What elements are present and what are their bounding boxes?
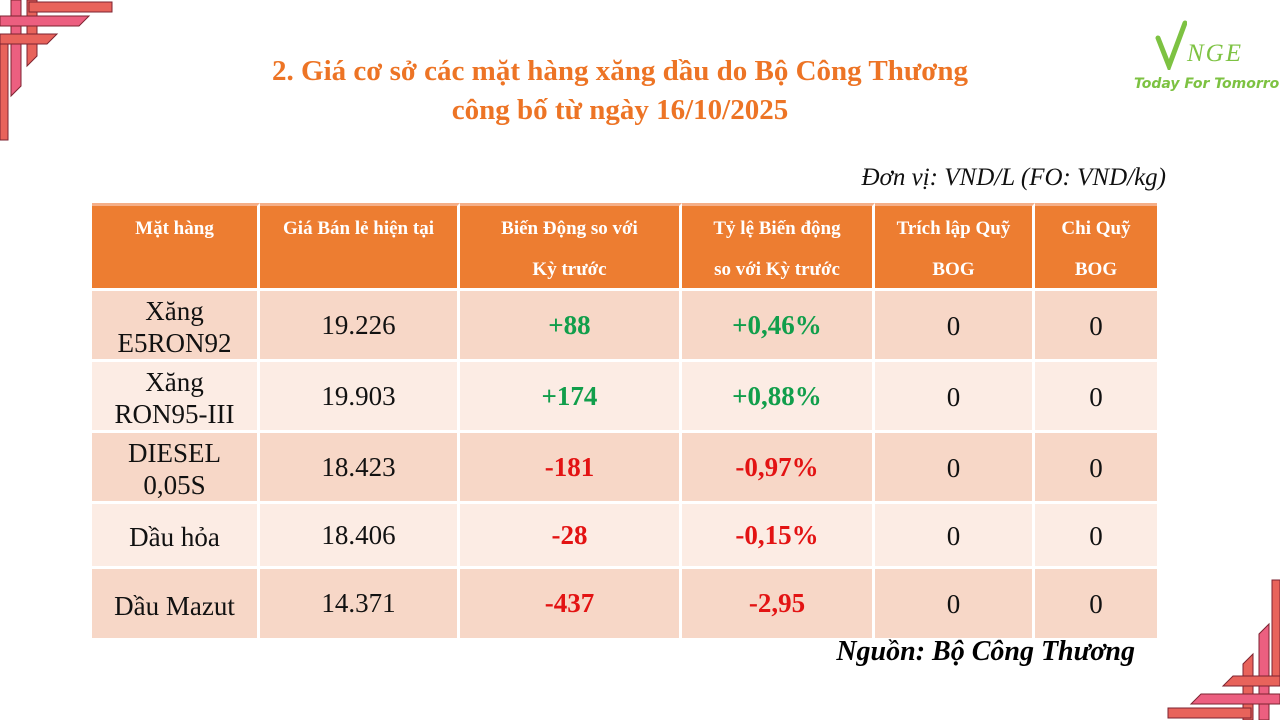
price-cell: 19.903	[260, 362, 460, 433]
fund-set-cell: 0	[875, 569, 1035, 641]
change-cell: -28	[460, 504, 682, 569]
fuel-price-table: Mặt hàng Giá Bán lẻ hiện tại Biến Động s…	[92, 203, 1157, 641]
unit-label: Đơn vị: VND/L (FO: VND/kg)	[861, 164, 1166, 191]
table-row-diesel: DIESEL 0,05S 18.423 -181 -0,97% 0 0	[92, 433, 1157, 504]
col-header-change: Biến Động so với Kỳ trước	[460, 203, 682, 291]
table-row-dau-hoa: Dầu hỏa 18.406 -28 -0,15% 0 0	[92, 504, 1157, 569]
fund-set-cell: 0	[875, 504, 1035, 569]
fund-spend-cell: 0	[1035, 569, 1157, 641]
fund-set-cell: 0	[875, 433, 1035, 504]
change-pct-cell: +0,88%	[682, 362, 875, 433]
product-cell: Dầu Mazut	[92, 569, 260, 641]
corner-decoration-bottom-right-icon	[1160, 570, 1280, 720]
change-pct-cell: -0,15%	[682, 504, 875, 569]
vnge-checkmark-icon	[1155, 20, 1187, 70]
table-header-row: Mặt hàng Giá Bán lẻ hiện tại Biến Động s…	[92, 203, 1157, 291]
table-row-e5ron92: Xăng E5RON92 19.226 +88 +0,46% 0 0	[92, 291, 1157, 362]
fund-spend-cell: 0	[1035, 291, 1157, 362]
col-header-fund-set: Trích lập Quỹ BOG	[875, 203, 1035, 291]
fund-set-cell: 0	[875, 291, 1035, 362]
price-cell: 18.406	[260, 504, 460, 569]
col-header-retail-price: Giá Bán lẻ hiện tại	[260, 203, 460, 291]
price-cell: 18.423	[260, 433, 460, 504]
fund-spend-cell: 0	[1035, 433, 1157, 504]
col-header-product: Mặt hàng	[92, 203, 260, 291]
brand-tagline: Today For Tomorrow	[1134, 76, 1280, 92]
price-cell: 19.226	[260, 291, 460, 362]
change-cell: -181	[460, 433, 682, 504]
source-label: Nguồn: Bộ Công Thương	[836, 636, 1135, 667]
price-cell: 14.371	[260, 569, 460, 641]
product-cell: Dầu hỏa	[92, 504, 260, 569]
corner-decoration-top-left-icon	[0, 0, 120, 150]
change-pct-cell: -2,95	[682, 569, 875, 641]
product-cell: Xăng RON95-III	[92, 362, 260, 433]
page-title: 2. Giá cơ sở các mặt hàng xăng dầu do Bộ…	[150, 52, 1090, 130]
brand-logo: NGE Today For Tomorrow	[1134, 18, 1280, 92]
fund-set-cell: 0	[875, 362, 1035, 433]
table-row-ron95: Xăng RON95-III 19.903 +174 +0,88% 0 0	[92, 362, 1157, 433]
col-header-fund-spend: Chi Quỹ BOG	[1035, 203, 1157, 291]
page-title-line2: công bố từ ngày 16/10/2025	[451, 94, 789, 126]
change-cell: -437	[460, 569, 682, 641]
change-cell: +174	[460, 362, 682, 433]
page-title-line1: 2. Giá cơ sở các mặt hàng xăng dầu do Bộ…	[272, 55, 968, 87]
product-cell: DIESEL 0,05S	[92, 433, 260, 504]
change-pct-cell: +0,46%	[682, 291, 875, 362]
table-row-dau-mazut: Dầu Mazut 14.371 -437 -2,95 0 0	[92, 569, 1157, 641]
fund-spend-cell: 0	[1035, 362, 1157, 433]
fund-spend-cell: 0	[1035, 504, 1157, 569]
change-pct-cell: -0,97%	[682, 433, 875, 504]
col-header-change-pct: Tỷ lệ Biến động so với Kỳ trước	[682, 203, 875, 291]
product-cell: Xăng E5RON92	[92, 291, 260, 362]
change-cell: +88	[460, 291, 682, 362]
brand-name: NGE	[1187, 40, 1243, 67]
